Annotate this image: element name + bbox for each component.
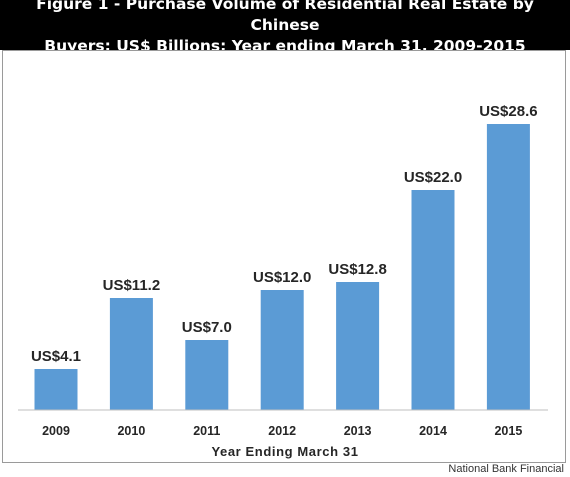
bars-group: US$4.1 US$11.2 US$7.0 US$12.0 US$12.8 US$22.0… [31,103,538,410]
data-label-2013: US$12.8 [328,261,386,278]
x-tick-2014: 2014 [419,424,447,438]
chart-frame: US$4.1 US$11.2 US$7.0 US$12.0 US$12.8 US$22.0… [2,50,566,463]
bar-chart: US$4.1 US$11.2 US$7.0 US$12.0 US$12.8 US$22.0… [18,103,548,459]
data-label-2014: US$22.0 [404,169,462,186]
data-label-2012: US$12.0 [253,269,311,286]
bar-2012 [260,290,304,410]
data-label-2015: US$28.6 [479,103,537,120]
bar-2011 [185,340,229,410]
x-tick-2011: 2011 [193,424,220,438]
source-note: National Bank Financial [448,463,564,475]
data-label-2009: US$4.1 [31,348,81,365]
x-tick-labels: 2009 2010 2011 2012 2013 2014 2015 [42,424,522,438]
x-tick-2013: 2013 [344,424,372,438]
bar-2010 [109,298,153,410]
x-tick-2015: 2015 [494,424,522,438]
bar-2015 [486,124,530,410]
bar-2009 [34,369,78,410]
chart-title-banner: Figure 1 - Purchase Volume of Residentia… [0,0,570,55]
x-tick-2009: 2009 [42,424,70,438]
bar-2013 [336,282,380,410]
x-tick-2010: 2010 [117,424,145,438]
data-label-2011: US$7.0 [182,319,232,336]
x-tick-2012: 2012 [268,424,296,438]
data-label-2010: US$11.2 [103,277,161,294]
bar-2014 [411,190,455,410]
chart-title-line-1: Figure 1 - Purchase Volume of Residentia… [36,0,534,34]
x-axis-title: Year Ending March 31 [211,444,358,459]
